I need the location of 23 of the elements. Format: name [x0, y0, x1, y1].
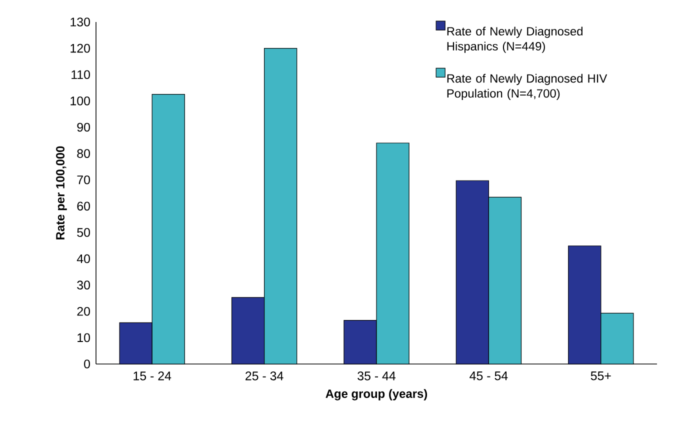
- y-tick-label: 20: [77, 306, 90, 316]
- y-tick-label: 80: [77, 149, 90, 158]
- y-tick-label: 30: [77, 280, 90, 290]
- x-tick-label: 35 - 44: [358, 372, 396, 380]
- y-tick-label: 100: [70, 96, 90, 106]
- y-tick-label: 40: [76, 254, 90, 264]
- y-tick-label: 70: [77, 175, 90, 184]
- legend-label: Rate of Newly Diagnosed HIV Population (N=4,700): [447, 74, 608, 100]
- y-tick-label: 10: [78, 333, 90, 342]
- y-tick-label: 50: [77, 228, 90, 237]
- x-tick-label: 15 - 24: [134, 372, 172, 380]
- y-tick-label: 60: [77, 202, 90, 211]
- y-tick-label: 0: [84, 360, 90, 368]
- y-tick-label: 90: [77, 122, 90, 132]
- y-axis-title: Rate per 100,000: [56, 146, 67, 240]
- y-tick-label: 110: [72, 70, 90, 80]
- x-axis-title: Age group (years): [326, 389, 428, 400]
- y-tick-label: 120: [70, 44, 90, 53]
- y-tick-label: 130: [70, 18, 90, 26]
- x-tick-label: 25 - 34: [246, 372, 284, 380]
- legend-label: Rate of Newly Diagnosed Hispanics (N=449): [447, 26, 582, 53]
- x-tick-label: 45 - 54: [470, 372, 508, 380]
- x-tick-label: 55+: [590, 372, 611, 380]
